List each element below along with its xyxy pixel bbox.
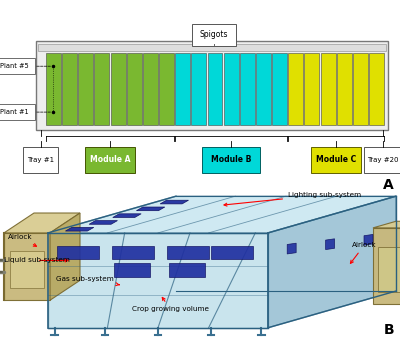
- FancyBboxPatch shape: [85, 147, 135, 173]
- Text: Tray #1: Tray #1: [27, 157, 54, 163]
- Bar: [208, 53, 222, 125]
- Polygon shape: [364, 235, 373, 245]
- Bar: [272, 53, 287, 125]
- Polygon shape: [268, 196, 396, 328]
- Polygon shape: [160, 200, 188, 204]
- Polygon shape: [65, 227, 94, 231]
- Bar: [38, 44, 386, 51]
- Polygon shape: [50, 213, 80, 300]
- Bar: [211, 246, 253, 259]
- Text: Module A: Module A: [90, 155, 130, 164]
- FancyBboxPatch shape: [192, 24, 236, 46]
- Bar: [240, 53, 255, 125]
- Bar: [127, 53, 142, 125]
- Text: Module B: Module B: [211, 155, 251, 164]
- Polygon shape: [373, 228, 400, 304]
- Polygon shape: [48, 196, 396, 233]
- Text: Lighting sub-system: Lighting sub-system: [224, 192, 361, 206]
- Bar: [369, 53, 384, 125]
- Bar: [10, 251, 44, 288]
- Text: Airlock: Airlock: [8, 235, 36, 246]
- Polygon shape: [89, 221, 118, 224]
- Text: A: A: [383, 178, 394, 192]
- Polygon shape: [113, 214, 141, 218]
- Bar: [143, 53, 158, 125]
- Bar: [320, 53, 336, 125]
- Bar: [111, 53, 126, 125]
- Bar: [175, 53, 190, 125]
- Text: Module C: Module C: [316, 155, 356, 164]
- Text: Crop growing volume: Crop growing volume: [132, 298, 209, 312]
- Bar: [304, 53, 319, 125]
- FancyBboxPatch shape: [23, 147, 58, 173]
- Polygon shape: [373, 221, 400, 228]
- Bar: [159, 53, 174, 125]
- Text: Airlock: Airlock: [350, 242, 377, 264]
- FancyBboxPatch shape: [0, 104, 35, 120]
- Bar: [353, 53, 368, 125]
- FancyBboxPatch shape: [364, 147, 400, 173]
- Bar: [256, 53, 271, 125]
- Polygon shape: [287, 243, 296, 254]
- Text: Spigots: Spigots: [200, 30, 228, 39]
- Bar: [114, 263, 150, 276]
- Bar: [62, 53, 77, 125]
- Bar: [94, 53, 110, 125]
- Text: Gas sub-system: Gas sub-system: [56, 276, 119, 286]
- Polygon shape: [4, 213, 80, 233]
- FancyBboxPatch shape: [0, 58, 35, 74]
- Bar: [169, 263, 204, 276]
- Bar: [78, 53, 93, 125]
- FancyBboxPatch shape: [36, 41, 388, 130]
- Polygon shape: [136, 207, 165, 211]
- Text: Liquid sub-system: Liquid sub-system: [4, 257, 70, 264]
- Text: Plant #1: Plant #1: [0, 109, 29, 115]
- Bar: [167, 246, 209, 259]
- Polygon shape: [4, 233, 50, 300]
- Text: Plant #5: Plant #5: [0, 63, 29, 69]
- Text: B: B: [383, 323, 394, 337]
- FancyBboxPatch shape: [311, 147, 361, 173]
- Bar: [337, 53, 352, 125]
- FancyBboxPatch shape: [202, 147, 260, 173]
- Polygon shape: [326, 239, 334, 250]
- Bar: [57, 246, 98, 259]
- Polygon shape: [48, 233, 268, 328]
- Bar: [191, 53, 206, 125]
- Bar: [288, 53, 303, 125]
- Bar: [224, 53, 239, 125]
- Bar: [112, 246, 154, 259]
- Text: Tray #20: Tray #20: [368, 157, 399, 163]
- Bar: [46, 53, 61, 125]
- Bar: [378, 247, 400, 292]
